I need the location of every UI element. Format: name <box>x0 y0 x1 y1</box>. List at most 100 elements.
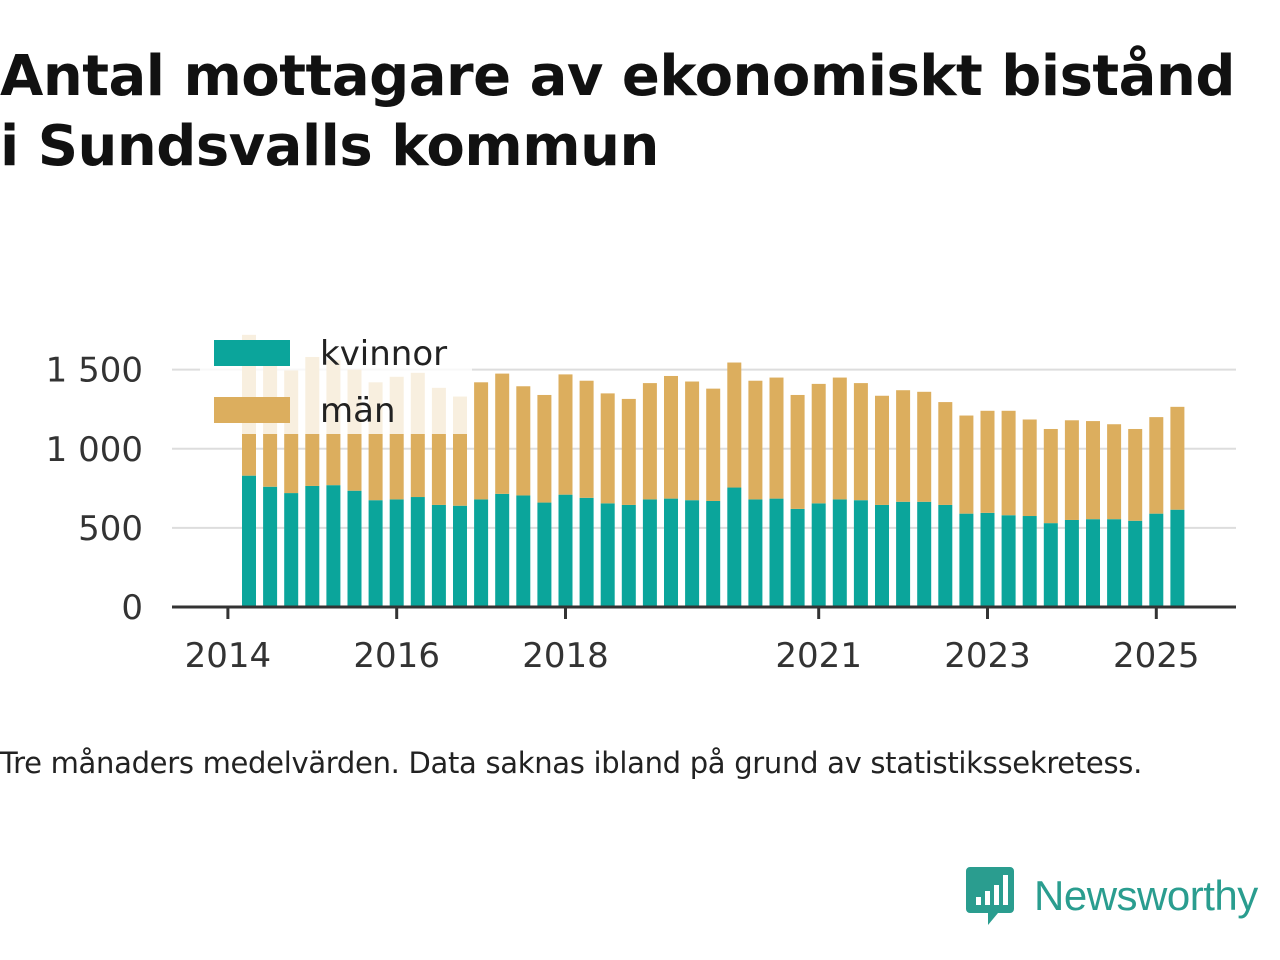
bar-man <box>1001 410 1016 516</box>
bar-man <box>959 415 974 514</box>
bar-kvinnor <box>853 500 868 607</box>
bar-kvinnor <box>896 501 911 607</box>
x-tick-label: 2023 <box>944 636 1031 676</box>
legend-swatch <box>214 340 290 366</box>
bar-man <box>1149 417 1164 514</box>
newsworthy-logo-icon <box>966 867 1014 925</box>
bar-man <box>938 402 953 505</box>
bar-kvinnor <box>474 499 489 607</box>
bar-kvinnor <box>1022 516 1037 607</box>
bar-kvinnor <box>980 512 995 607</box>
bar-man <box>558 374 573 495</box>
bar-kvinnor <box>917 501 932 607</box>
chart-title: Antal mottagare av ekonomiskt bistånd i … <box>0 42 1280 182</box>
bar-man <box>832 377 847 500</box>
bar-man <box>769 377 784 499</box>
bar-man <box>495 373 510 494</box>
bars <box>242 334 1185 607</box>
bar-kvinnor <box>790 508 805 607</box>
bar-kvinnor <box>242 475 256 607</box>
x-tick-label: 2016 <box>353 636 440 676</box>
bar-man <box>579 380 594 498</box>
bar-man <box>706 388 721 501</box>
bar-man <box>1043 428 1058 524</box>
brand-logo: Newsworthy <box>964 864 1258 928</box>
bar-kvinnor <box>326 485 341 607</box>
bar-kvinnor <box>664 498 678 607</box>
bar-kvinnor <box>1107 519 1122 607</box>
bar-man <box>811 383 826 504</box>
bar-kvinnor <box>769 498 784 607</box>
axes: 0 500 1 000 1 500 2014 2016 2018 2021 2023 2025 <box>46 351 1236 676</box>
bar-man <box>664 375 678 499</box>
bar-kvinnor <box>621 504 636 607</box>
bar-kvinnor <box>875 504 889 607</box>
legend-swatch <box>214 397 290 423</box>
y-tick-label: 1 500 <box>46 351 143 391</box>
stacked-bar-chart: kvinnor män 0 500 1 000 1 500 2014 2016 2018 202… <box>45 326 1236 676</box>
bar-kvinnor <box>495 493 510 607</box>
bar-kvinnor <box>642 499 657 607</box>
bar-man <box>790 394 805 509</box>
bar-kvinnor <box>600 503 615 607</box>
bar-man <box>516 386 531 496</box>
bar-kvinnor <box>938 504 953 607</box>
x-tick-label: 2014 <box>185 636 272 676</box>
bar-kvinnor <box>537 502 552 607</box>
bar-man <box>1022 419 1037 517</box>
bar-kvinnor <box>389 499 404 607</box>
bar-man <box>1128 428 1143 521</box>
bar-kvinnor <box>1043 523 1058 607</box>
bar-kvinnor <box>1001 515 1016 607</box>
bar-man <box>537 394 552 503</box>
bar-kvinnor <box>1149 513 1164 607</box>
bar-kvinnor <box>431 504 446 607</box>
bar-kvinnor <box>1170 509 1185 607</box>
bar-man <box>642 383 657 500</box>
bar-kvinnor <box>558 494 573 607</box>
legend-label: kvinnor <box>320 334 447 374</box>
x-tick-label: 2025 <box>1113 636 1200 676</box>
bar-kvinnor <box>727 487 742 607</box>
bar-kvinnor <box>453 505 467 607</box>
bar-man <box>474 382 489 500</box>
bar-man <box>917 391 932 502</box>
bar-kvinnor <box>811 503 826 607</box>
bar-kvinnor <box>706 500 721 607</box>
bar-man <box>1086 421 1100 520</box>
bar-man <box>685 381 700 501</box>
footnote: Tre månaders medelvärden. Data saknas ib… <box>0 746 1142 780</box>
bar-kvinnor <box>832 499 847 607</box>
bar-kvinnor <box>748 499 763 607</box>
bar-man <box>1170 406 1185 510</box>
legend-label: män <box>320 391 396 431</box>
bar-man <box>621 398 636 505</box>
bar-kvinnor <box>368 500 383 607</box>
bar-kvinnor <box>1128 520 1143 607</box>
chart-title-line-2: i Sundsvalls kommun <box>0 114 659 179</box>
bar-man <box>1064 420 1079 520</box>
bar-kvinnor <box>305 485 320 607</box>
bar-kvinnor <box>1064 519 1079 607</box>
legend: kvinnor män <box>200 326 472 434</box>
bar-kvinnor <box>685 500 700 607</box>
bar-man <box>600 393 615 504</box>
bar-kvinnor <box>579 497 594 607</box>
bar-kvinnor <box>516 495 531 607</box>
bar-kvinnor <box>284 493 299 607</box>
bar-man <box>1107 424 1122 520</box>
y-tick-label: 1 000 <box>46 430 143 470</box>
x-tick-label: 2021 <box>775 636 862 676</box>
y-tick-label: 500 <box>78 509 143 549</box>
bar-man <box>980 410 995 513</box>
bar-man <box>853 383 868 501</box>
bar-kvinnor <box>410 497 425 607</box>
bar-kvinnor <box>959 513 974 607</box>
brand-name: Newsworthy <box>1034 872 1258 919</box>
bar-kvinnor <box>1086 519 1100 607</box>
bar-man <box>727 362 742 488</box>
chart-title-line-1: Antal mottagare av ekonomiskt bistånd <box>0 44 1235 109</box>
bar-man <box>875 395 889 505</box>
bar-man <box>896 390 911 502</box>
y-tick-label: 0 <box>121 588 143 628</box>
